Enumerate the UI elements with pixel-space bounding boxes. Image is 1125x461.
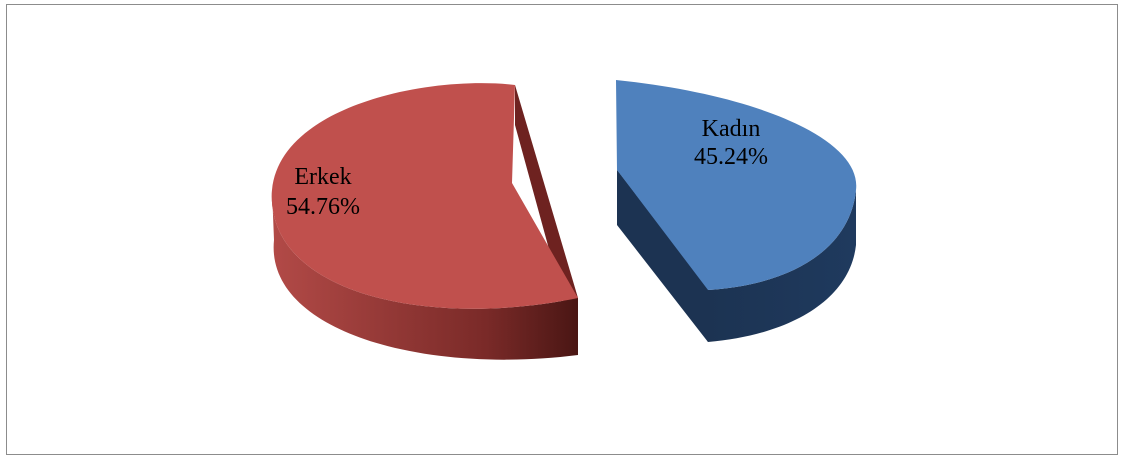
slice-erkek-top bbox=[271, 83, 578, 309]
slice-kadin-left-wall bbox=[617, 170, 708, 342]
slice-kadin bbox=[616, 80, 857, 342]
chart-frame bbox=[6, 4, 1118, 455]
slice-kadin-front-wall bbox=[708, 190, 856, 342]
slice-erkek bbox=[271, 83, 578, 360]
label-kadin-name: Kadın bbox=[702, 116, 761, 142]
label-erkek-value: 54.76% bbox=[286, 194, 360, 220]
slice-kadin-top bbox=[616, 80, 857, 290]
label-erkek-name: Erkek bbox=[294, 164, 351, 190]
label-kadin-value: 45.24% bbox=[694, 144, 768, 170]
slice-erkek-front-wall bbox=[271, 190, 578, 360]
